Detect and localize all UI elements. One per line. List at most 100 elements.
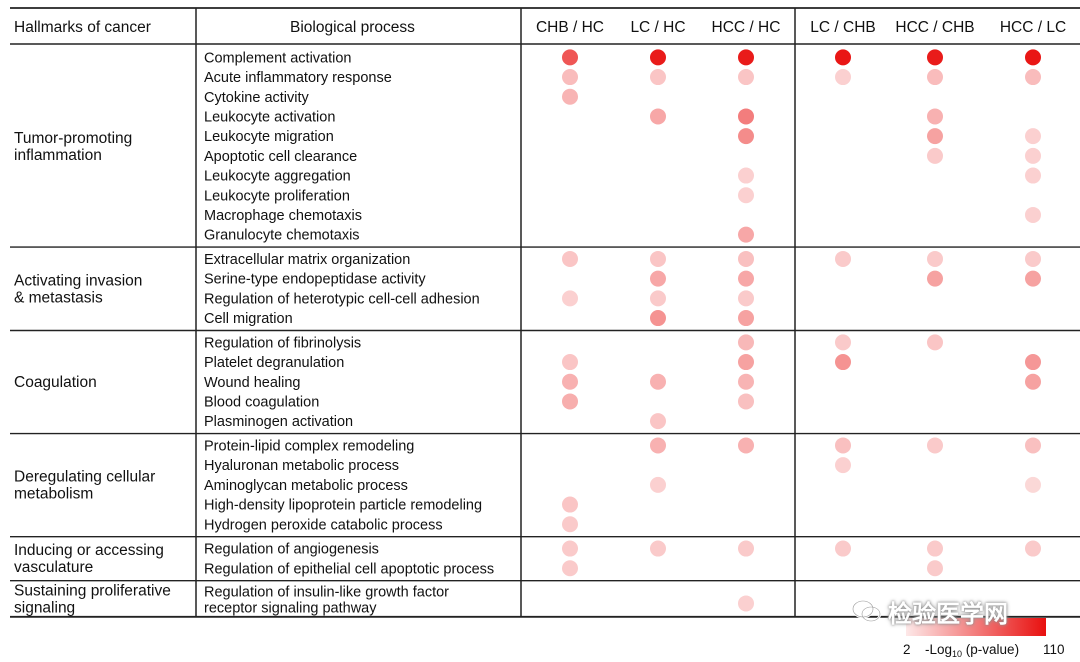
data-dot	[835, 334, 851, 351]
hallmark-label: signaling	[14, 599, 75, 616]
data-dot	[650, 437, 666, 454]
column-header: HCC / HC	[712, 19, 781, 36]
process-label: Plasminogen activation	[204, 414, 353, 430]
data-dot	[738, 354, 754, 371]
data-dot	[738, 250, 754, 267]
data-dot	[562, 560, 578, 577]
process-label: Macrophage chemotaxis	[204, 208, 362, 224]
process-label: High-density lipoprotein particle remode…	[204, 498, 482, 514]
data-dot	[738, 270, 754, 287]
data-dot	[562, 290, 578, 307]
process-label: Cell migration	[204, 311, 293, 327]
data-dot	[1025, 373, 1041, 390]
data-dot	[738, 373, 754, 390]
data-dot	[562, 540, 578, 557]
data-dot	[650, 290, 666, 307]
process-label: Leukocyte activation	[204, 109, 335, 125]
data-dot	[835, 457, 851, 474]
hallmark-label: Inducing or accessing	[14, 542, 164, 559]
data-dot	[835, 250, 851, 267]
data-dot	[1025, 270, 1041, 287]
color-scale-bar	[906, 618, 1046, 636]
process-label: receptor signaling pathway	[204, 601, 377, 617]
data-dot	[927, 437, 943, 454]
hallmark-label: Sustaining proliferative	[14, 582, 171, 599]
data-dot	[562, 393, 578, 410]
data-dot	[650, 476, 666, 493]
data-dot	[927, 334, 943, 351]
process-label: Extracellular matrix organization	[204, 252, 410, 268]
process-label: Regulation of heterotypic cell-cell adhe…	[204, 291, 480, 307]
data-dot	[650, 108, 666, 125]
column-header: LC / HC	[630, 19, 685, 36]
data-dot	[650, 540, 666, 557]
hallmark-label: inflammation	[14, 147, 102, 164]
data-dot	[927, 250, 943, 267]
data-dot	[835, 354, 851, 371]
process-label: Regulation of angiogenesis	[204, 542, 379, 558]
hallmark-label: metabolism	[14, 486, 93, 503]
data-dot	[1025, 69, 1041, 86]
data-dot	[562, 354, 578, 371]
column-header: CHB / HC	[536, 19, 604, 36]
data-dot	[738, 540, 754, 557]
data-dot	[1025, 128, 1041, 145]
process-label: Serine-type endopeptidase activity	[204, 272, 426, 288]
data-dot	[1025, 354, 1041, 371]
process-label: Aminoglycan metabolic process	[204, 478, 408, 494]
watermark: 检验医学网	[852, 596, 1008, 628]
data-dot	[927, 147, 943, 164]
data-dot	[1025, 250, 1041, 267]
header-hallmark: Hallmarks of cancer	[14, 19, 151, 36]
process-label: Hyaluronan metabolic process	[204, 458, 399, 474]
data-dot	[562, 49, 578, 66]
hallmark-label: vasculature	[14, 559, 93, 576]
hallmark-label: Deregulating cellular	[14, 469, 155, 486]
wechat-icon	[852, 599, 882, 623]
column-header: HCC / LC	[1000, 19, 1066, 36]
data-dot	[738, 595, 754, 612]
process-label: Wound healing	[204, 375, 300, 391]
process-label: Granulocyte chemotaxis	[204, 228, 360, 244]
process-label: Apoptotic cell clearance	[204, 149, 357, 165]
header-process: Biological process	[290, 19, 415, 36]
process-label: Acute inflammatory response	[204, 70, 392, 86]
data-dot	[562, 516, 578, 533]
data-dot	[738, 310, 754, 327]
process-label: Cytokine activity	[204, 90, 310, 106]
data-dot	[738, 334, 754, 351]
data-dot	[927, 49, 943, 66]
data-dot	[927, 540, 943, 557]
column-header: LC / CHB	[810, 19, 875, 36]
hallmark-label: & metastasis	[14, 289, 103, 306]
data-dot	[927, 69, 943, 86]
column-header: HCC / CHB	[895, 19, 974, 36]
data-dot	[650, 310, 666, 327]
data-dot	[738, 226, 754, 243]
data-dot	[835, 437, 851, 454]
data-dot	[927, 560, 943, 577]
data-dot	[562, 496, 578, 513]
data-dot	[835, 69, 851, 86]
process-label: Regulation of fibrinolysis	[204, 335, 361, 351]
data-dot	[1025, 476, 1041, 493]
data-dot	[562, 88, 578, 105]
data-dot	[835, 49, 851, 66]
process-label: Leukocyte migration	[204, 129, 334, 145]
process-label: Regulation of insulin-like growth factor	[204, 585, 449, 601]
data-dot	[738, 128, 754, 145]
data-dot	[650, 250, 666, 267]
data-dot	[562, 69, 578, 86]
process-label: Platelet degranulation	[204, 355, 344, 371]
data-dot	[1025, 147, 1041, 164]
data-dot	[650, 69, 666, 86]
process-label: Blood coagulation	[204, 394, 319, 410]
data-dot	[738, 437, 754, 454]
process-label: Leukocyte proliferation	[204, 188, 350, 204]
scale-max-label: 110	[1043, 642, 1065, 657]
data-dot	[927, 128, 943, 145]
data-dot	[650, 49, 666, 66]
hallmark-label: Activating invasion	[14, 272, 142, 289]
data-dot	[927, 270, 943, 287]
